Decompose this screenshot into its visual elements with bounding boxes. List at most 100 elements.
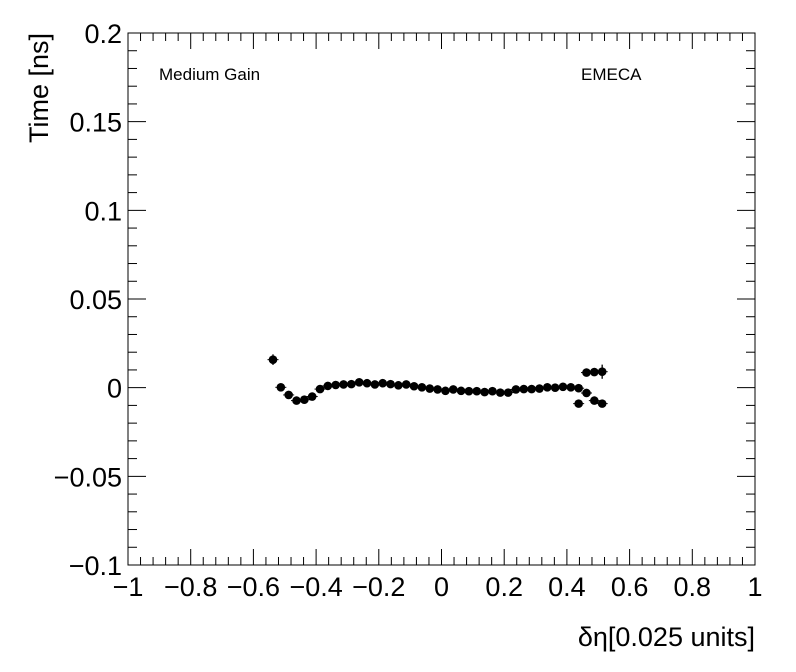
point-marker [347,379,356,389]
point-marker [519,384,529,394]
point-marker [331,380,340,390]
data-point [416,383,428,392]
y-tick-label: −0.1 [69,551,122,581]
data-points [267,354,608,408]
x-tick-label: −1 [113,572,144,602]
data-point [588,396,600,405]
point-marker [323,381,333,391]
point-marker [417,383,427,392]
data-point [588,367,600,377]
point-marker [378,378,388,388]
point-marker [386,379,395,389]
data-point [533,384,545,393]
x-axis-label: δη[0.025 units] [578,622,755,652]
data-point [502,388,514,397]
x-tick-label: 0 [434,572,449,602]
x-tick-label: −0.8 [164,572,217,602]
point-marker [558,382,568,392]
point-marker [511,385,521,394]
data-point [369,380,381,389]
point-marker [566,383,576,392]
y-tick-label: 0.05 [69,285,122,315]
point-marker [268,355,278,364]
plot-frame [127,32,756,566]
region-annotation: EMECA [581,65,642,84]
x-tick-label: 0.4 [548,572,586,602]
point-marker [535,384,544,393]
point-marker [354,378,364,387]
data-point [361,378,373,388]
point-marker [409,381,419,391]
point-marker [574,383,583,393]
gain-annotation: Medium Gain [159,65,260,84]
point-marker [441,386,450,396]
point-marker [292,396,301,405]
point-marker [527,384,536,394]
point-marker [574,399,583,408]
point-marker [543,383,552,392]
data-point [596,399,608,408]
data-point [306,392,318,401]
point-marker [339,380,348,389]
point-marker [550,383,560,392]
point-marker [495,388,505,397]
point-marker [394,381,403,390]
point-marker [362,378,372,388]
point-marker [597,399,607,408]
data-point [439,386,451,396]
point-marker [597,367,607,377]
data-point [291,396,303,405]
point-marker [472,386,482,396]
data-point [596,364,608,379]
point-marker [456,386,466,396]
point-marker [276,383,286,392]
data-point [298,395,310,405]
point-marker [370,380,380,389]
point-marker [433,385,442,394]
x-tick-label: 0.2 [485,572,523,602]
data-point [580,388,592,398]
point-marker [315,384,325,394]
x-tick-label: 0.8 [674,572,712,602]
data-point [447,385,459,394]
data-point [345,379,357,389]
point-marker [582,368,591,377]
y-tick-label: 0.1 [84,196,122,226]
point-marker [480,387,489,397]
point-marker [582,388,591,398]
y-tick-label: 0.15 [69,108,122,138]
data-point [573,399,585,408]
point-marker [307,392,317,401]
y-tick-label: 0.2 [84,19,122,49]
x-tick-label: 0.6 [611,572,649,602]
point-marker [448,385,458,394]
y-tick-label: 0 [107,374,122,404]
point-marker [401,380,411,389]
point-marker [590,367,599,377]
point-marker [488,386,497,396]
point-marker [300,395,309,405]
point-marker [464,386,474,396]
point-marker [425,384,435,393]
data-point [283,390,295,400]
data-point [267,354,279,365]
y-tick-label: −0.05 [54,462,122,492]
point-marker [503,388,513,397]
y-axis-label: Time [ns] [24,33,54,143]
data-point [432,385,444,394]
point-marker [590,396,599,405]
data-point [408,381,420,391]
data-point [314,384,326,394]
axis-ticks [127,32,756,566]
data-point [275,383,287,392]
x-tick-label: −0.2 [352,572,405,602]
axis-tick-labels: −1 −0.8 −0.6 −0.4 −0.2 0 0.2 0.4 0.6 0.8 1 −0.1 −0.0… [54,19,763,602]
data-point [400,380,412,389]
x-tick-label: −0.4 [289,572,342,602]
point-marker [284,390,293,400]
data-point [573,383,585,393]
data-point [486,386,498,396]
data-point [385,379,397,389]
x-tick-label: 1 [747,572,762,602]
